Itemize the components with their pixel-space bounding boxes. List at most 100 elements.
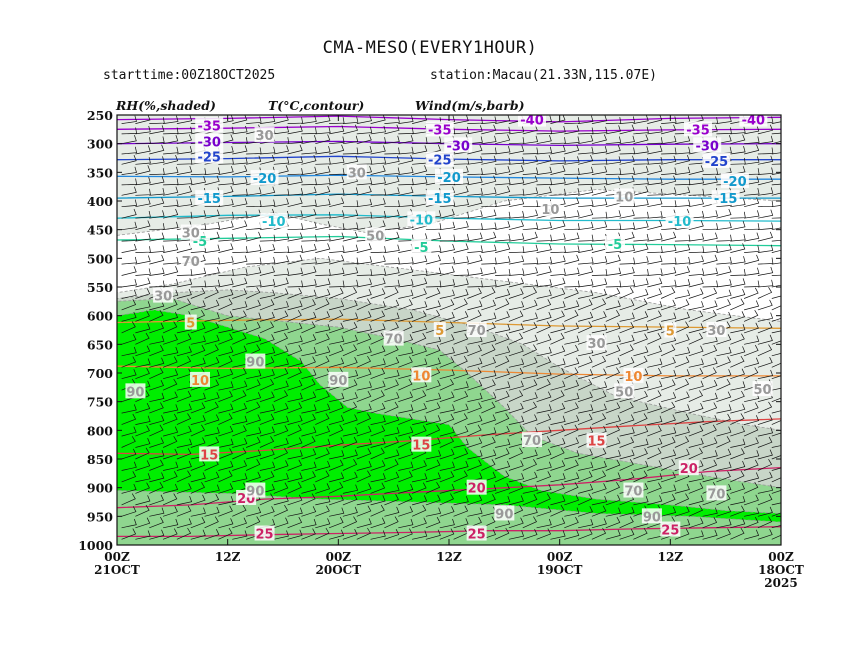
wind-barb — [190, 472, 206, 483]
wind-barb — [757, 529, 773, 540]
wind-barb — [273, 332, 289, 345]
wind-barb — [328, 322, 344, 334]
wind-barb — [356, 470, 372, 483]
wind-barb — [661, 231, 677, 242]
wind-barb — [730, 243, 746, 253]
wind-barb — [135, 255, 151, 265]
wind-barb — [495, 185, 511, 196]
wind-barb — [605, 176, 621, 186]
temperature-contour-label: 5 — [666, 325, 675, 340]
wind-barb — [287, 144, 303, 155]
wind-barb — [411, 482, 427, 494]
wind-barb — [328, 287, 344, 299]
wind-barb — [578, 166, 594, 175]
wind-barb — [702, 392, 718, 403]
wind-barb — [564, 125, 580, 135]
wind-barb — [674, 391, 690, 403]
wind-barb — [315, 323, 331, 334]
wind-barb — [660, 401, 676, 414]
wind-barb — [688, 198, 704, 208]
wind-barb — [494, 425, 510, 437]
wind-barb — [619, 135, 635, 145]
wind-barb — [771, 284, 781, 288]
wind-barb — [121, 311, 137, 322]
wind-barb — [135, 145, 151, 155]
wind-barb — [536, 186, 552, 196]
wind-barb — [536, 346, 552, 357]
wind-barb — [287, 210, 303, 219]
wind-barb — [508, 517, 524, 529]
wind-barb — [550, 517, 566, 529]
wind-barb — [744, 245, 760, 253]
wind-barb — [716, 436, 731, 448]
wind-barb — [176, 390, 192, 403]
wind-barb — [467, 232, 483, 242]
wind-barb — [467, 117, 483, 124]
wind-barb — [716, 115, 732, 124]
wind-barb — [550, 145, 566, 155]
wind-barb — [190, 529, 206, 540]
wind-barb — [743, 402, 759, 414]
wind-barb — [342, 322, 358, 334]
wind-barb — [329, 245, 345, 253]
wind-barb — [301, 506, 317, 517]
wind-barb — [301, 378, 316, 391]
wind-barb — [439, 299, 455, 311]
wind-barb — [232, 188, 248, 196]
wind-barb — [674, 243, 691, 253]
wind-barb — [633, 495, 649, 506]
wind-barb — [398, 266, 414, 276]
temperature-contour-label: -15 — [197, 192, 221, 207]
wind-barb — [232, 210, 248, 219]
y-tick-label: 400 — [87, 194, 113, 209]
wind-barb — [149, 335, 165, 345]
wind-barb — [730, 413, 745, 425]
wind-barb — [605, 280, 622, 288]
rh-contour-label-box — [365, 227, 386, 243]
wind-barb — [605, 402, 621, 414]
wind-barb — [467, 144, 483, 155]
wind-barb — [190, 437, 206, 448]
wind-barb — [301, 299, 316, 311]
wind-barb — [439, 256, 456, 265]
wind-barb — [301, 426, 317, 437]
wind-barb — [384, 287, 399, 299]
wind-barb — [771, 217, 781, 219]
wind-barb — [384, 379, 399, 391]
wind-barb — [218, 198, 234, 208]
wind-barb — [259, 448, 275, 460]
wind-barb — [536, 413, 552, 425]
wind-barb — [619, 401, 634, 414]
wind-barb — [218, 460, 234, 471]
wind-barb — [287, 459, 303, 471]
wind-barb — [730, 355, 745, 368]
wind-barb — [232, 390, 247, 403]
wind-barb — [384, 147, 400, 155]
temperature-contour-label-box — [425, 121, 454, 137]
wind-barb — [398, 483, 414, 494]
wind-barb — [149, 254, 165, 265]
wind-barb — [453, 220, 469, 231]
wind-barb — [508, 145, 525, 155]
wind-barb — [771, 152, 781, 155]
wind-barb — [702, 507, 718, 517]
wind-barb — [481, 135, 497, 145]
wind-barb — [162, 471, 178, 483]
wind-barb — [162, 378, 178, 391]
wind-barb — [730, 126, 746, 135]
wind-barb — [190, 300, 206, 311]
wind-barb — [342, 231, 358, 242]
wind-barb — [578, 289, 594, 299]
wind-barb — [342, 449, 358, 460]
wind-barb — [550, 233, 566, 242]
wind-barb — [619, 222, 636, 231]
wind-barb — [204, 257, 221, 265]
wind-barb — [384, 175, 400, 186]
wind-barb — [453, 243, 469, 253]
wind-barb — [273, 380, 289, 391]
wind-barb — [550, 345, 566, 357]
wind-barb — [661, 312, 677, 322]
wind-barb — [757, 369, 774, 380]
wind-barb — [757, 312, 774, 322]
wind-barb — [287, 482, 302, 494]
